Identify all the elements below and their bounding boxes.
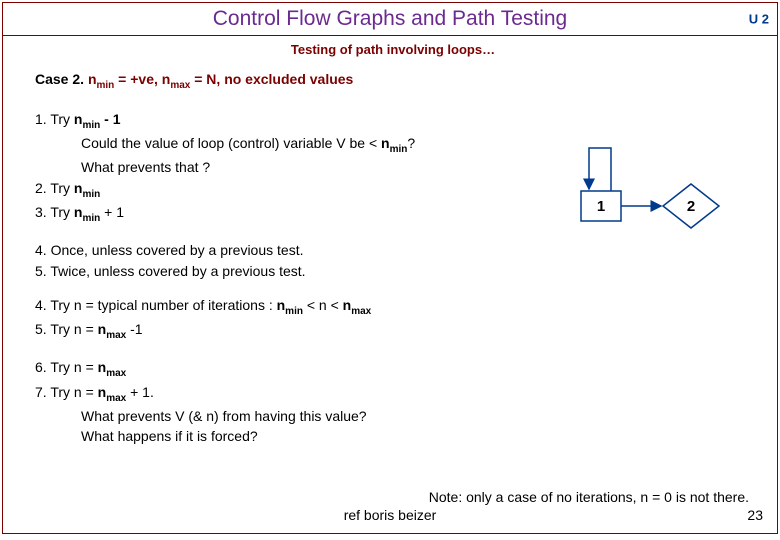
steps-group-2: 4. Once, unless covered by a previous te… (35, 240, 751, 281)
edge-self-loop (589, 148, 611, 191)
step-7-q2: What happens if it is forced? (35, 426, 751, 446)
note-text: Note: only a case of no iterations, n = … (429, 489, 749, 505)
step-1: 1. Try nmin - 1 (35, 109, 751, 133)
step-7: 7. Try n = nmax + 1. (35, 382, 751, 406)
subtitle: Testing of path involving loops… (35, 42, 751, 57)
step-4b: 4. Try n = typical number of iterations … (35, 295, 751, 319)
steps-group-3: 4. Try n = typical number of iterations … (35, 295, 751, 344)
flow-diagram: 1 2 (551, 136, 741, 246)
unit-badge: U 2 (749, 12, 769, 27)
step-5b: 5. Try n = nmax -1 (35, 319, 751, 343)
title-bar: Control Flow Graphs and Path Testing U 2 (2, 2, 778, 36)
case-heading: Case 2. nmin = +ve, nmax = N, no exclude… (35, 71, 751, 91)
page-title: Control Flow Graphs and Path Testing (213, 7, 567, 31)
node-2-label: 2 (687, 198, 695, 215)
reference-text: ref boris beizer (344, 507, 437, 523)
page-number: 23 (747, 507, 763, 523)
content-frame: Testing of path involving loops… Case 2.… (2, 36, 778, 534)
case-label: Case 2. (35, 71, 84, 87)
node-1-label: 1 (597, 198, 605, 215)
steps-group-4: 6. Try n = nmax 7. Try n = nmax + 1. Wha… (35, 357, 751, 446)
step-7-q1: What prevents V (& n) from having this v… (35, 406, 751, 426)
case-body: nmin = +ve, nmax = N, no excluded values (88, 71, 353, 87)
step-5a: 5. Twice, unless covered by a previous t… (35, 261, 751, 281)
step-6: 6. Try n = nmax (35, 357, 751, 381)
